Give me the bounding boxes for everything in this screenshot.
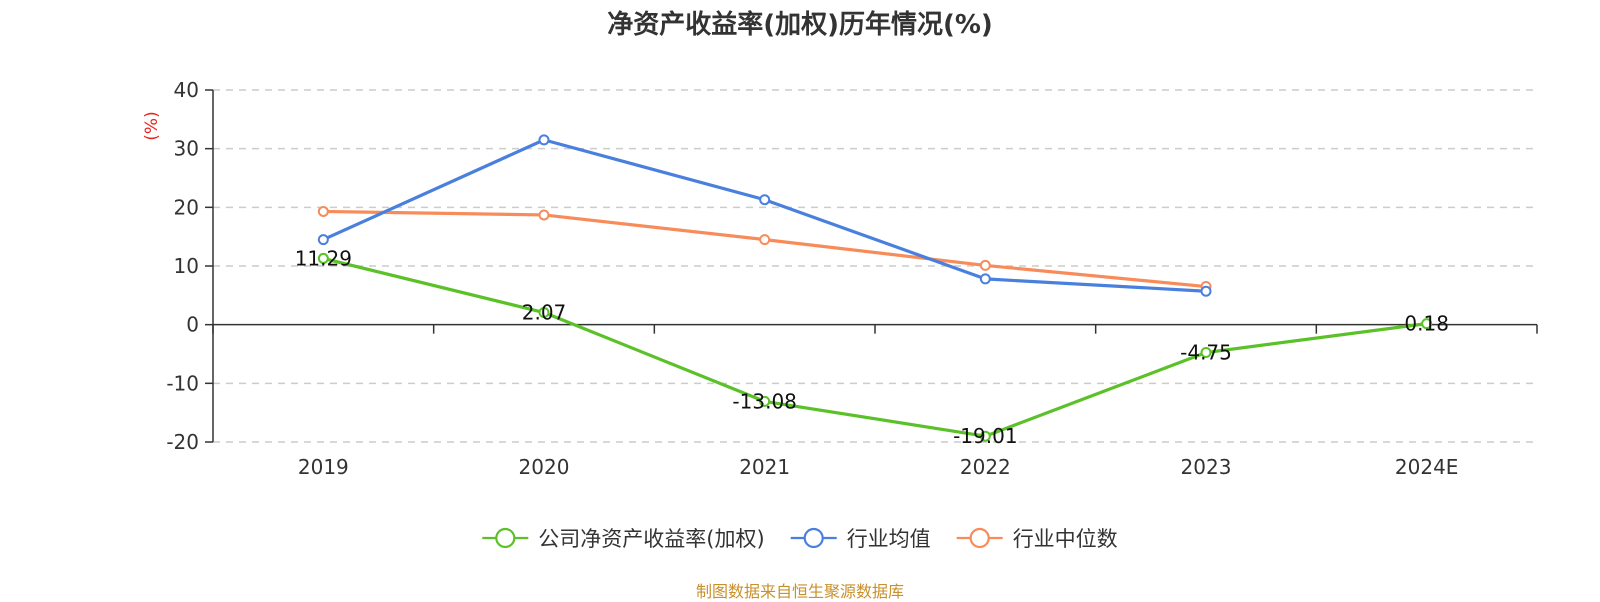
data-label: -4.75 xyxy=(1180,341,1232,365)
y-tick-label: 40 xyxy=(174,78,199,102)
data-point[interactable] xyxy=(979,273,991,285)
y-tick-label: 30 xyxy=(174,137,199,161)
legend-item-0[interactable]: 公司净资产收益率(加权) xyxy=(482,527,765,551)
data-label: 0.18 xyxy=(1404,312,1449,336)
legend-item-2[interactable]: 行业中位数 xyxy=(956,527,1118,551)
data-labels: 11.29 2.07 -13.08 -19.01 -4.75 0.18 xyxy=(295,246,1449,448)
data-label: 11.29 xyxy=(295,246,352,270)
data-label: -19.01 xyxy=(953,424,1017,448)
x-tick-label: 2019 xyxy=(298,455,349,479)
legend-label: 行业中位数 xyxy=(1013,527,1118,551)
data-point[interactable] xyxy=(538,307,550,319)
y-tick-label: -10 xyxy=(166,371,199,395)
data-point[interactable] xyxy=(538,134,550,146)
data-point[interactable] xyxy=(317,205,329,217)
data-point[interactable] xyxy=(759,234,771,246)
data-point[interactable] xyxy=(1421,318,1433,330)
legend-circle-icon xyxy=(495,527,516,549)
series-lines xyxy=(317,134,1433,442)
data-point[interactable] xyxy=(979,259,991,271)
y-tick-label: 0 xyxy=(186,313,199,337)
data-point[interactable] xyxy=(317,234,329,246)
grid-lines xyxy=(213,89,1537,443)
y-tick-label: 10 xyxy=(174,254,199,278)
legend-item-1[interactable]: 行业均值 xyxy=(790,527,931,551)
series-line-1 xyxy=(322,138,1207,293)
data-point[interactable] xyxy=(759,395,771,407)
data-point[interactable] xyxy=(317,252,329,264)
data-point[interactable] xyxy=(1200,347,1212,359)
y-axis-label: (%) xyxy=(142,111,162,140)
legend-circle-icon xyxy=(803,527,824,549)
legend-circle-icon xyxy=(969,527,990,549)
x-tick-label: 2020 xyxy=(519,455,570,479)
chart-title: 净资产收益率(加权)历年情况(%) xyxy=(607,10,993,40)
data-point[interactable] xyxy=(759,194,771,206)
x-tick-label: 2024E xyxy=(1395,455,1459,479)
x-tick-label: 2021 xyxy=(739,455,790,479)
legend-label: 公司净资产收益率(加权) xyxy=(538,527,764,551)
series-line-0 xyxy=(322,256,1427,438)
data-label: 2.07 xyxy=(522,301,567,325)
data-point[interactable] xyxy=(538,209,550,221)
legend-label: 行业均值 xyxy=(847,527,931,551)
y-tick-label: -20 xyxy=(166,430,199,454)
x-tick-label: 2023 xyxy=(1181,455,1232,479)
y-tick-label: 20 xyxy=(174,195,199,219)
data-label: -13.08 xyxy=(732,389,796,413)
x-tick-label: 2022 xyxy=(960,455,1011,479)
data-point[interactable] xyxy=(979,430,991,442)
series-line-2 xyxy=(323,209,1207,289)
axes: 40 30 20 10 0 -10 -20 2019 2020 2021 2022 2023 2024E xyxy=(166,78,1538,479)
legend[interactable]: 公司净资产收益率(加权) 行业均值 行业中位数 xyxy=(482,527,1118,551)
source-note: 制图数据来自恒生聚源数据库 xyxy=(695,582,904,601)
data-point[interactable] xyxy=(1200,285,1212,297)
